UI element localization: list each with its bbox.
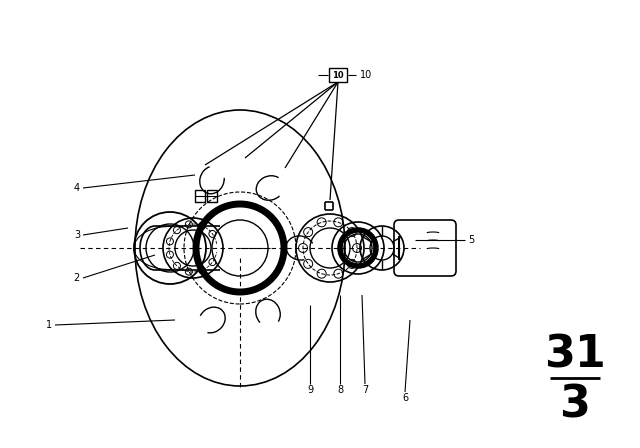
Text: 5: 5 <box>468 235 474 245</box>
Text: 31: 31 <box>544 333 606 376</box>
Text: 10: 10 <box>360 70 372 80</box>
Bar <box>207 190 217 202</box>
Text: 3: 3 <box>74 230 80 240</box>
Text: 2: 2 <box>74 273 80 283</box>
Text: 8: 8 <box>337 385 343 395</box>
Text: 3: 3 <box>559 383 591 426</box>
Text: 6: 6 <box>402 393 408 403</box>
Text: 7: 7 <box>362 385 368 395</box>
Text: 10: 10 <box>332 70 344 79</box>
Text: 1: 1 <box>46 320 52 330</box>
FancyBboxPatch shape <box>329 68 347 82</box>
Text: 4: 4 <box>74 183 80 193</box>
Text: 9: 9 <box>307 385 313 395</box>
Bar <box>195 190 205 202</box>
